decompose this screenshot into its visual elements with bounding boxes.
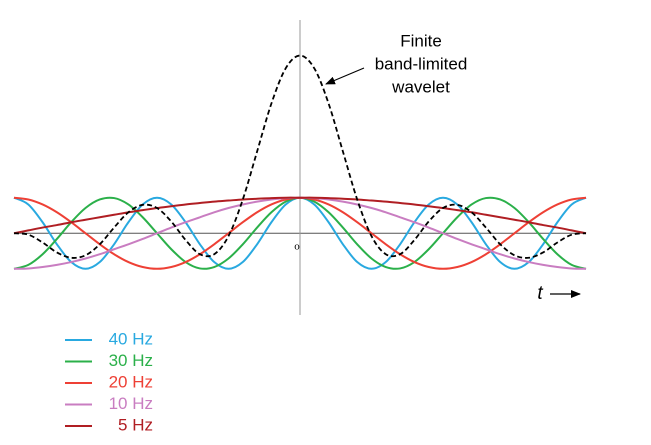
legend-label: 40 Hz — [109, 329, 153, 348]
legend-label: 10 Hz — [109, 394, 153, 413]
annotation: wavelet — [391, 77, 450, 96]
origin-label: o — [294, 241, 300, 253]
annotation-arrow — [325, 67, 365, 85]
legend-label: 30 Hz — [109, 351, 153, 370]
legend-label: 20 Hz — [109, 372, 153, 391]
annotation: Finite — [400, 31, 442, 50]
annotation: band-limited — [375, 54, 468, 73]
wave-line — [13, 196, 587, 235]
wavelet-line — [13, 54, 587, 259]
x-axis-label: t — [537, 283, 543, 304]
legend-label: 5 Hz — [118, 415, 153, 434]
